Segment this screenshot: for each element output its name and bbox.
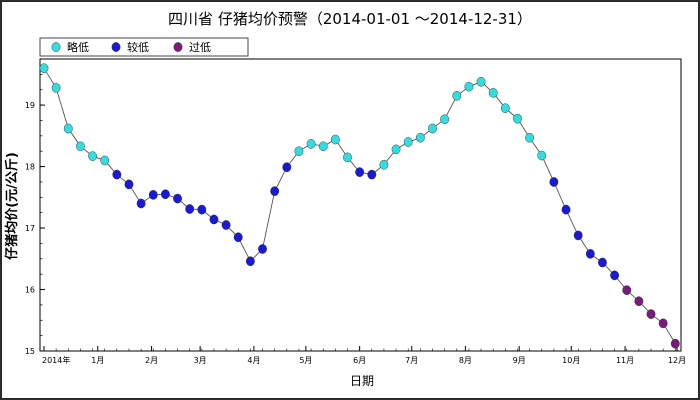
data-point <box>367 169 377 180</box>
data-point <box>343 152 352 163</box>
data-point <box>185 204 195 214</box>
data-points <box>39 63 680 349</box>
data-point <box>76 141 85 152</box>
data-point <box>355 167 365 177</box>
y-tick-label: 18 <box>25 163 35 172</box>
data-point <box>622 285 632 295</box>
data-point <box>573 230 583 241</box>
data-point <box>561 204 571 215</box>
data-point <box>513 113 522 124</box>
data-point <box>294 146 304 157</box>
data-point <box>39 63 49 74</box>
data-point <box>585 249 595 259</box>
data-point <box>476 76 486 87</box>
data-point <box>464 81 474 92</box>
data-point <box>500 103 510 113</box>
data-point <box>646 309 656 319</box>
data-point <box>415 132 425 143</box>
data-point <box>51 83 61 93</box>
data-point <box>330 134 340 145</box>
x-axis: 2014年 1月 2月 3月 4月 5月 6月 7月 8月 9月 10月 11月 12月 <box>42 346 686 365</box>
x-tick-label: 4月 <box>247 356 260 365</box>
data-point <box>549 177 559 187</box>
y-tick-label: 15 <box>25 347 35 356</box>
data-point <box>63 123 73 134</box>
legend-box <box>39 37 249 57</box>
x-tick-label: 5月 <box>299 356 312 365</box>
data-point <box>537 150 547 161</box>
data-point <box>270 186 280 196</box>
data-point <box>318 141 328 152</box>
data-point <box>403 137 413 147</box>
data-point <box>306 139 316 149</box>
legend-marker <box>51 42 61 52</box>
data-point <box>258 244 267 254</box>
data-point <box>233 232 243 243</box>
legend-label: 略低 <box>67 40 89 54</box>
data-point <box>245 256 255 267</box>
y-tick-label: 16 <box>25 286 35 295</box>
legend-label: 较低 <box>127 40 149 54</box>
x-tick-label: 7月 <box>405 356 418 365</box>
data-point <box>428 123 437 134</box>
data-point <box>610 270 619 281</box>
data-point <box>282 162 292 172</box>
y-tick-label: 19 <box>25 101 35 110</box>
data-point <box>452 91 462 101</box>
data-point <box>100 155 110 166</box>
data-point <box>488 88 498 98</box>
legend-marker <box>111 42 121 52</box>
y-axis-label: 仔猪均价(元/公斤) <box>4 152 20 260</box>
legend: 略低 较低 过低 <box>39 37 249 57</box>
y-axis: 15 16 17 18 19 <box>25 58 45 356</box>
data-point <box>634 296 644 307</box>
plot-area <box>39 58 682 352</box>
x-tick-label: 6月 <box>353 356 366 365</box>
x-tick-label: 10月 <box>562 356 580 365</box>
data-point <box>670 338 680 349</box>
data-point <box>112 169 122 180</box>
legend-label: 过低 <box>189 41 211 54</box>
data-point <box>658 318 668 329</box>
legend-marker <box>173 42 183 52</box>
data-point <box>209 214 219 225</box>
x-tick-label: 11月 <box>616 356 634 365</box>
x-tick-label: 2月 <box>145 356 158 365</box>
x-tick-label: 9月 <box>513 356 526 365</box>
data-point <box>88 151 97 161</box>
data-point <box>197 204 207 215</box>
y-tick-label: 17 <box>25 224 35 233</box>
data-point <box>173 193 182 204</box>
x-axis-label: 日期 <box>350 374 374 388</box>
data-point <box>221 220 231 230</box>
x-tick-label: 2014年 <box>42 355 70 365</box>
chart-title: 四川省 仔猪均价预警（2014-01-01 ～2014-12-31） <box>168 10 532 28</box>
data-point <box>379 159 389 170</box>
data-point <box>161 189 170 200</box>
x-tick-label: 3月 <box>194 356 207 365</box>
data-point <box>598 257 607 268</box>
x-tick-label: 12月 <box>668 356 686 365</box>
data-point <box>124 179 134 190</box>
data-point <box>136 198 146 209</box>
data-point <box>148 190 158 200</box>
x-tick-label: 1月 <box>91 356 104 365</box>
data-point <box>525 132 535 143</box>
data-point <box>440 114 450 125</box>
data-point <box>391 144 401 155</box>
x-tick-label: 8月 <box>459 356 472 365</box>
